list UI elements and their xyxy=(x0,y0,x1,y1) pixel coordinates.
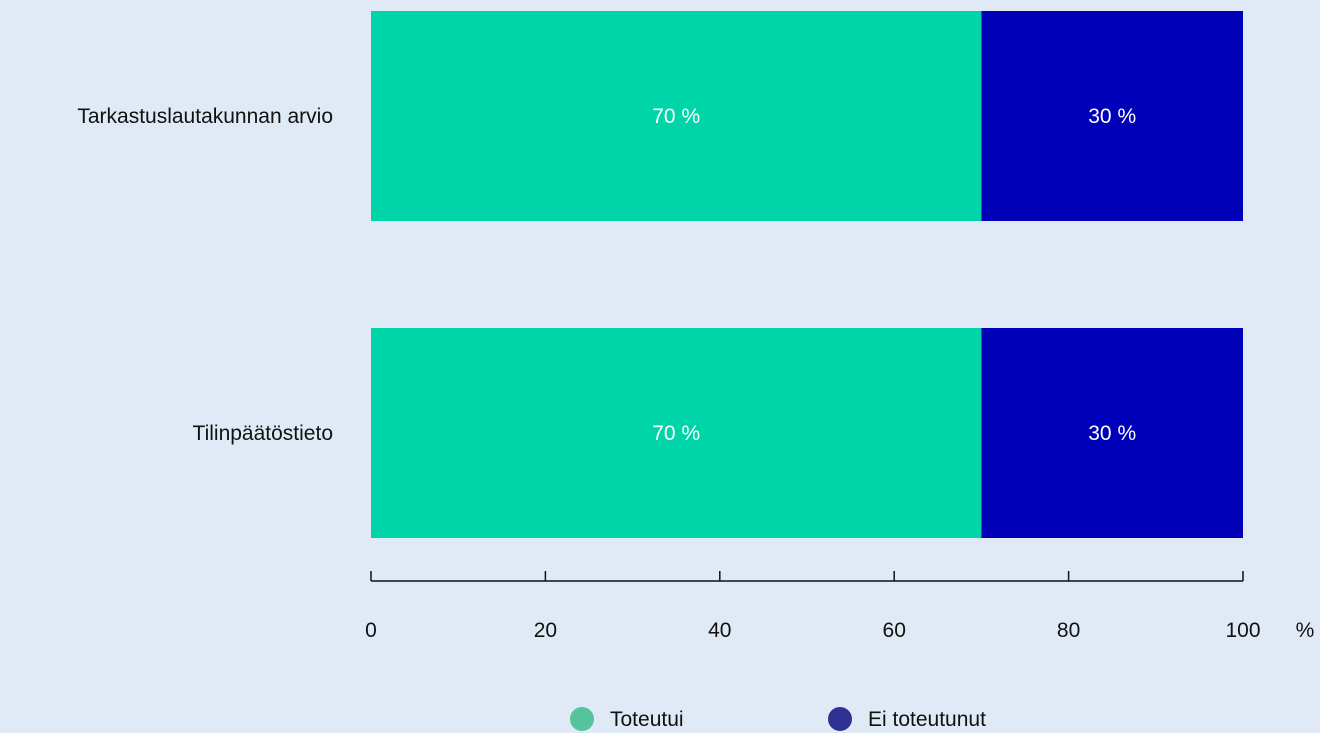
x-tick-label: 40 xyxy=(708,619,731,642)
bar-value-label: 70 % xyxy=(652,105,700,128)
x-tick-label: 20 xyxy=(534,619,557,642)
category-label: Tilinpäätöstieto xyxy=(193,422,333,445)
x-tick-label: 100 xyxy=(1225,619,1260,642)
bar-value-label: 30 % xyxy=(1088,422,1136,445)
legend: Toteutui Ei toteutunut xyxy=(570,707,986,731)
legend-marker-ei-toteutunut xyxy=(828,707,852,731)
bar-segment-toteutui-2 xyxy=(371,328,982,538)
bar-segment-ei-toteutunut-2 xyxy=(981,328,1243,538)
bar-value-label: 70 % xyxy=(652,422,700,445)
category-label: Tarkastuslautakunnan arvio xyxy=(77,105,333,128)
bar-segment-toteutui-1 xyxy=(371,11,982,221)
legend-marker-toteutui xyxy=(570,707,594,731)
x-tick-label: 0 xyxy=(365,619,377,642)
legend-label: Toteutui xyxy=(610,708,684,731)
bar-value-label: 30 % xyxy=(1088,105,1136,128)
x-axis-unit-label: % xyxy=(1296,619,1315,642)
x-tick-label: 60 xyxy=(883,619,906,642)
legend-label: Ei toteutunut xyxy=(868,708,986,731)
x-tick-label: 80 xyxy=(1057,619,1080,642)
bar-segment-ei-toteutunut-1 xyxy=(981,11,1243,221)
bars-group: 70 % 30 % 70 % 30 % xyxy=(371,11,1243,538)
category-labels: Tarkastuslautakunnan arvio Tilinpäätöstie… xyxy=(77,105,333,445)
x-axis-ticks: 0 20 40 60 80 100 xyxy=(365,571,1261,642)
